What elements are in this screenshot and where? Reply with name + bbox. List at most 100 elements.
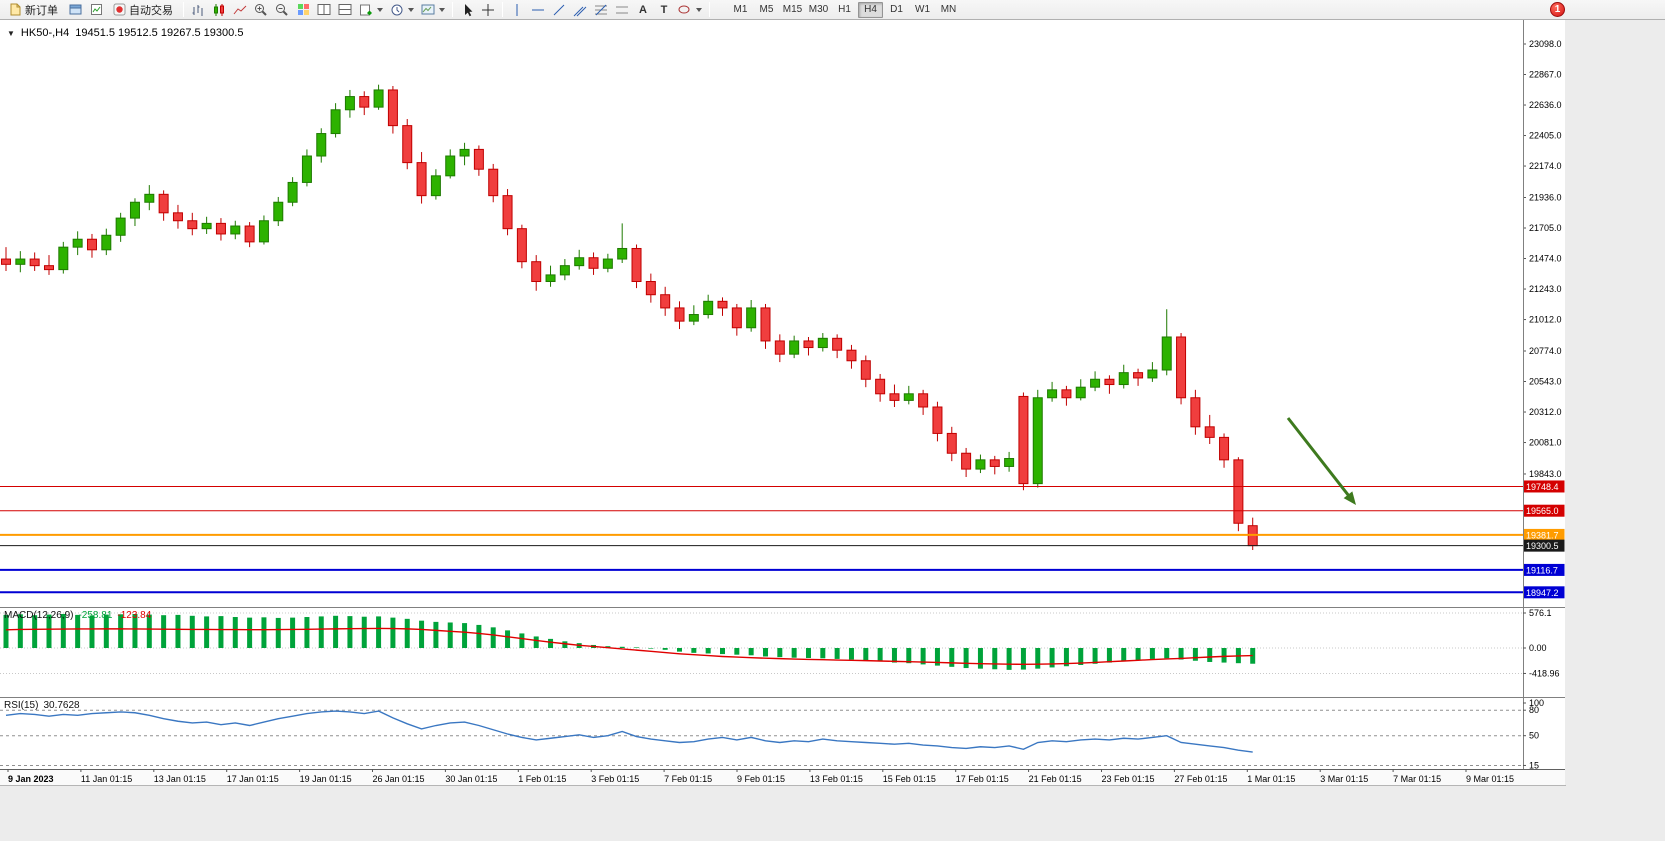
candle-body (15, 258, 26, 265)
timeframe-h1[interactable]: H1 (838, 4, 851, 15)
candle-body (172, 212, 183, 222)
candle-body (72, 238, 83, 248)
chart-canvas[interactable]: 23098.0 22867.0 22636.0 22405.0 22174.0 21936… (0, 20, 1565, 785)
cursor-button[interactable] (457, 1, 477, 19)
chart-collapse-icon[interactable]: ▼ (7, 28, 15, 38)
svg-text:100: 100 (1529, 698, 1544, 708)
candle-body (144, 193, 155, 203)
candle-body (1061, 389, 1072, 399)
candle-body (545, 274, 556, 283)
bars-chart-icon (192, 4, 203, 16)
shapes-button[interactable] (675, 1, 705, 19)
timeframe-m15[interactable]: M15 (782, 4, 803, 15)
profiles-icon (69, 4, 81, 15)
candle-body (918, 393, 929, 408)
candles (1, 84, 1258, 550)
svg-text:13 Jan 01:15: 13 Jan 01:15 (154, 774, 206, 784)
timeframe-group: M1 M5 M15 M30 H1 H4 D1 W1 MN (728, 1, 961, 18)
periods-button[interactable] (387, 1, 417, 19)
trendline-button[interactable] (549, 1, 569, 19)
candle-body (1176, 336, 1187, 399)
candle-body (932, 406, 943, 434)
channel-button[interactable] (570, 1, 590, 19)
label-tool-button[interactable]: T (654, 1, 674, 19)
candle-body (674, 307, 685, 322)
candle-body (287, 181, 298, 203)
timeframe-m5[interactable]: M5 (759, 4, 774, 15)
svg-text:3 Feb 01:15: 3 Feb 01:15 (591, 774, 639, 784)
vertical-line-icon (516, 3, 518, 16)
new-order-icon (10, 3, 21, 16)
zoom-in-button[interactable] (251, 1, 271, 19)
candle-body (373, 89, 384, 108)
svg-text:18947.2: 18947.2 (1526, 588, 1559, 598)
price-axis-badge: 19381.7 (1523, 528, 1565, 541)
charts-list-button[interactable] (86, 1, 106, 19)
crosshair-icon (482, 3, 494, 16)
candle-body (459, 148, 470, 157)
crosshair-button[interactable] (478, 1, 498, 19)
chart-background (0, 20, 1565, 785)
candle-body (101, 234, 112, 251)
vertical-line-button[interactable] (507, 1, 527, 19)
new-chart-button[interactable] (356, 1, 386, 19)
svg-text:-418.96: -418.96 (1529, 668, 1560, 678)
candle-body (244, 225, 255, 243)
timeframe-mn[interactable]: MN (940, 4, 957, 15)
candle-body (1147, 369, 1158, 379)
candle-body (1233, 459, 1244, 524)
svg-text:22636.0: 22636.0 (1529, 100, 1562, 110)
timeframe-w1[interactable]: W1 (915, 4, 930, 15)
svg-text:3 Mar 01:15: 3 Mar 01:15 (1320, 774, 1368, 784)
zoom-out-button[interactable] (272, 1, 292, 19)
candle-body (488, 168, 499, 197)
candle-body (760, 307, 771, 342)
trend-arrow[interactable] (1286, 417, 1356, 505)
cascade-windows-button[interactable] (335, 1, 355, 19)
auto-trading-button[interactable]: 自动交易 (107, 1, 179, 19)
candle-body (516, 228, 527, 263)
svg-text:23098.0: 23098.0 (1529, 39, 1562, 49)
timeframe-h4[interactable]: H4 (858, 1, 883, 18)
candle-body (129, 201, 140, 219)
tile-windows-button[interactable] (314, 1, 334, 19)
indicators-button[interactable] (293, 1, 313, 19)
line-chart-button[interactable] (230, 1, 250, 19)
cascade-windows-icon (338, 4, 352, 15)
candle-body (1, 258, 11, 265)
svg-text:27 Feb 01:15: 27 Feb 01:15 (1174, 774, 1227, 784)
equidistant-button[interactable] (612, 1, 632, 19)
candle-body (1004, 458, 1015, 467)
candle-body (58, 246, 69, 271)
candle-body (731, 307, 742, 329)
svg-text:19381.7: 19381.7 (1526, 530, 1559, 540)
candle-body (617, 247, 628, 260)
toolbar-separator (709, 2, 710, 17)
timeframe-d1[interactable]: D1 (890, 4, 903, 15)
new-order-button[interactable]: 新订单 (3, 1, 64, 19)
notification-badge[interactable]: 1 (1550, 2, 1565, 17)
templates-dropdown-icon (439, 7, 445, 12)
bars-chart-button[interactable] (188, 1, 208, 19)
svg-text:13 Feb 01:15: 13 Feb 01:15 (810, 774, 863, 784)
text-tool-icon: A (639, 3, 647, 16)
bottom-strip (0, 785, 1566, 841)
time-axis[interactable]: 9 Jan 2023 11 Jan 01:15 13 Jan 01:15 17 Jan… (7, 769, 1514, 784)
text-tool-button[interactable]: A (633, 1, 653, 19)
horizontal-line-button[interactable] (528, 1, 548, 19)
timeframe-m1[interactable]: M1 (733, 4, 748, 15)
charts-list-icon (90, 4, 102, 15)
candlestick-chart-button[interactable] (209, 1, 229, 19)
new-chart-dropdown-icon (377, 7, 383, 12)
timeframe-m30[interactable]: M30 (808, 4, 829, 15)
candlestick-chart-icon (214, 3, 224, 16)
candle-body (473, 148, 484, 170)
svg-text:30 Jan 01:15: 30 Jan 01:15 (445, 774, 497, 784)
candle-body (344, 96, 355, 111)
fibonacci-button[interactable] (591, 1, 611, 19)
templates-button[interactable] (418, 1, 448, 19)
profiles-button[interactable] (65, 1, 85, 19)
svg-text:19565.0: 19565.0 (1526, 506, 1559, 516)
candle-body (1047, 389, 1058, 399)
clock-icon (391, 4, 403, 15)
